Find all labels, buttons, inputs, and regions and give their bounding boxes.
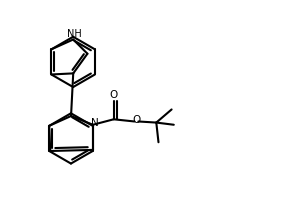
Text: O: O [132, 115, 140, 125]
Text: NH: NH [67, 29, 82, 39]
Text: N: N [91, 118, 99, 128]
Text: O: O [110, 90, 118, 100]
